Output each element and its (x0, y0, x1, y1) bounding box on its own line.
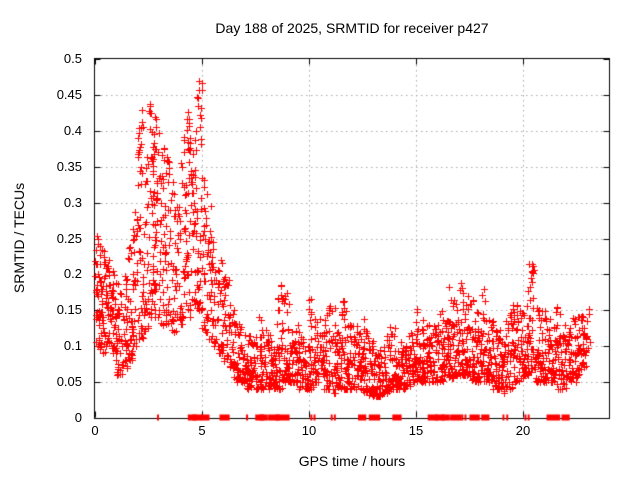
x-axis-label: GPS time / hours (298, 453, 406, 469)
y-tick-label: 0.35 (56, 159, 82, 174)
y-tick-label: 0.5 (63, 51, 82, 66)
y-tick-label: 0.4 (63, 123, 82, 138)
y-tick-label: 0.45 (56, 87, 82, 102)
y-tick-label: 0.3 (63, 195, 82, 210)
y-tick-label: 0.05 (56, 374, 82, 389)
y-tick-label: 0.1 (63, 338, 82, 353)
y-tick-label: 0.2 (63, 266, 82, 281)
y-tick-label: 0.15 (56, 302, 82, 317)
y-tick-label: 0 (74, 410, 82, 425)
x-tick-label: 15 (408, 423, 424, 438)
x-tick-label: 5 (198, 423, 206, 438)
chart-title: Day 188 of 2025, SRMTID for receiver p42… (215, 20, 489, 36)
x-tick-label: 20 (515, 423, 531, 438)
x-tick-label: 10 (301, 423, 317, 438)
y-tick-label: 0.25 (56, 231, 82, 246)
x-tick-label: 0 (91, 423, 99, 438)
